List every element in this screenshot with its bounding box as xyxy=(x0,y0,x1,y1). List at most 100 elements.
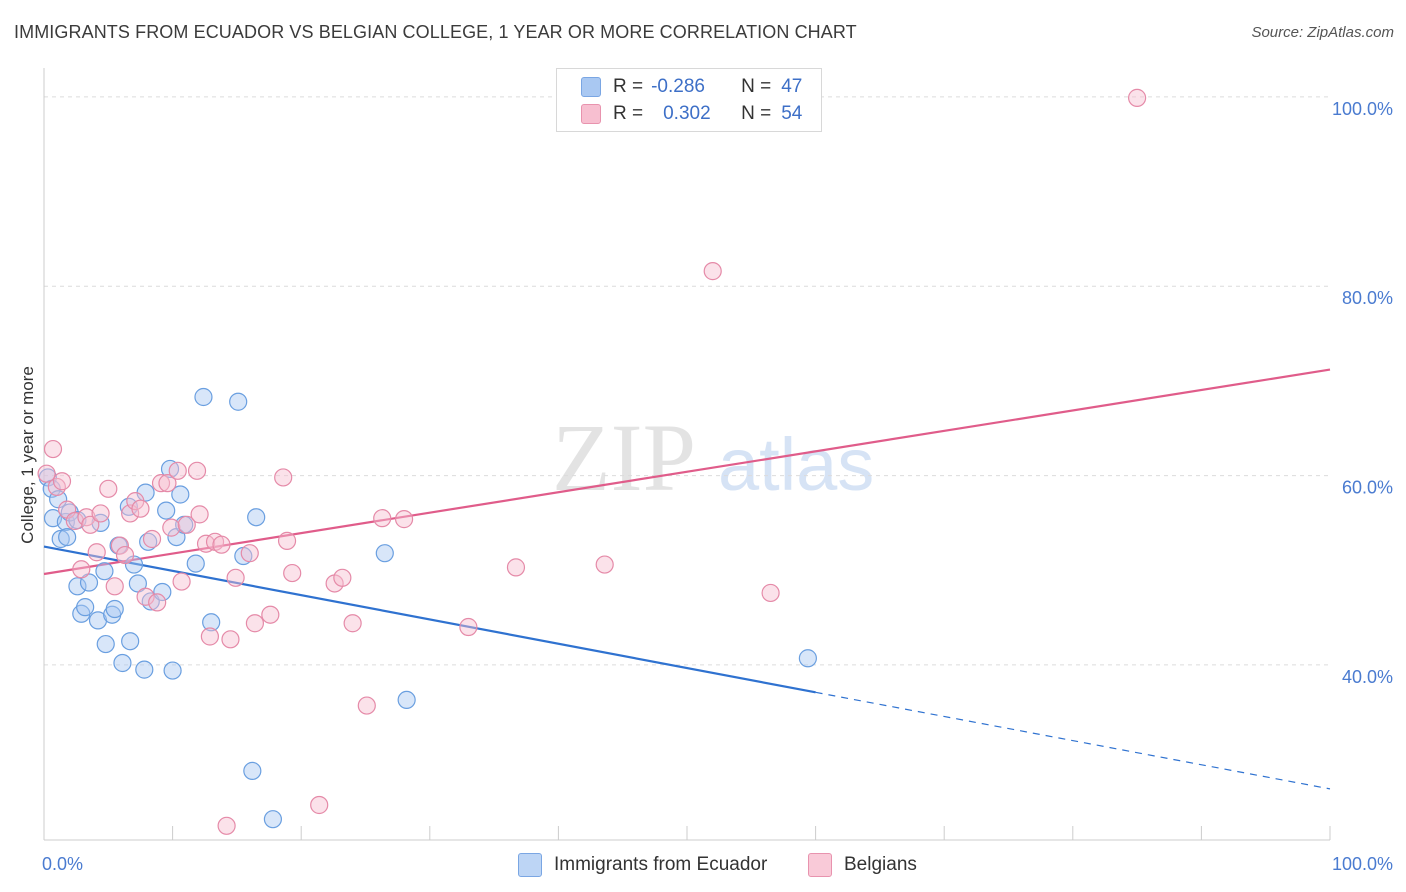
legend-r-label: R = xyxy=(613,76,644,97)
point-ecuador xyxy=(113,653,132,673)
chart-title: IMMIGRANTS FROM ECUADOR VS BELGIAN COLLE… xyxy=(14,22,857,42)
point-belgians xyxy=(221,630,240,649)
point-ecuador xyxy=(186,554,205,573)
point-ecuador xyxy=(60,503,79,522)
point-ecuador xyxy=(153,582,172,602)
y-tick-label: 60.0% xyxy=(1342,478,1393,498)
point-belgians xyxy=(47,477,66,497)
point-ecuador xyxy=(68,577,87,596)
point-belgians xyxy=(87,543,106,562)
point-belgians xyxy=(81,515,100,534)
point-belgians xyxy=(761,583,780,603)
series-label-belgians: Belgians xyxy=(844,854,917,875)
point-belgians xyxy=(115,545,135,565)
point-belgians xyxy=(277,531,297,550)
point-ecuador xyxy=(96,634,115,654)
point-ecuador xyxy=(247,508,266,527)
point-belgians xyxy=(217,816,236,835)
point-ecuador xyxy=(263,810,283,829)
point-belgians xyxy=(99,479,118,498)
legend-swatch-belgians xyxy=(581,104,601,124)
point-belgians xyxy=(261,605,280,624)
point-belgians xyxy=(703,262,722,281)
y-axis-label: College, 1 year or more xyxy=(18,366,37,544)
point-belgians xyxy=(190,505,209,524)
point-ecuador xyxy=(51,529,70,549)
point-belgians xyxy=(142,529,162,549)
legend-n-label: N = xyxy=(741,76,772,97)
watermark: ZIP atlas xyxy=(552,404,874,511)
x-tick-label: 0.0% xyxy=(42,854,83,874)
point-belgians xyxy=(333,568,352,587)
legend-r-value-belgians: 0.302 xyxy=(663,103,711,124)
point-belgians xyxy=(343,614,362,633)
point-belgians xyxy=(105,577,124,596)
y-tick-label: 80.0% xyxy=(1342,288,1393,308)
point-belgians xyxy=(226,568,245,587)
point-belgians xyxy=(373,509,392,528)
point-belgians xyxy=(240,544,259,563)
point-ecuador xyxy=(202,613,221,632)
trend-extension-ecuador xyxy=(815,691,1331,790)
point-belgians xyxy=(506,558,526,577)
point-belgians xyxy=(595,555,614,574)
watermark-zip: ZIP xyxy=(552,404,696,511)
stats-legend: R = -0.286 N = 47 R = 0.302 N = 54 xyxy=(556,68,822,132)
point-belgians xyxy=(52,472,72,491)
trend-line-ecuador xyxy=(43,545,816,694)
point-belgians xyxy=(91,504,110,523)
point-belgians xyxy=(131,499,150,518)
point-belgians xyxy=(283,563,302,583)
point-ecuador xyxy=(798,649,817,668)
series-legend-belgians: Belgians xyxy=(808,852,917,878)
trend-lines xyxy=(43,368,1331,790)
point-belgians xyxy=(148,593,167,612)
point-belgians xyxy=(43,439,63,459)
point-belgians xyxy=(172,572,191,591)
point-belgians xyxy=(65,511,84,531)
point-belgians xyxy=(357,696,376,715)
y-tick-label: 40.0% xyxy=(1342,667,1393,687)
point-ecuador xyxy=(171,485,190,504)
legend-row-ecuador: R = -0.286 N = 47 xyxy=(581,74,802,100)
point-belgians xyxy=(310,795,329,815)
watermark-atlas: atlas xyxy=(718,423,874,506)
point-belgians xyxy=(72,560,91,579)
point-belgians xyxy=(187,461,207,480)
source-credit: Source: ZipAtlas.com xyxy=(1251,24,1394,41)
point-belgians xyxy=(168,461,187,480)
point-ecuador xyxy=(135,660,154,679)
point-belgians xyxy=(212,535,231,554)
point-belgians xyxy=(196,534,216,553)
point-belgians xyxy=(200,627,219,646)
legend-n-value-ecuador: 47 xyxy=(781,76,803,97)
point-belgians xyxy=(274,468,293,487)
legend-r-value-ecuador: -0.286 xyxy=(651,76,705,97)
point-belgians xyxy=(1127,88,1147,107)
point-ecuador xyxy=(58,527,77,547)
x-tick-labels: 0.0% 100.0% xyxy=(42,854,1393,874)
legend-r-label: R = xyxy=(613,103,644,124)
axes xyxy=(43,68,1331,841)
point-ecuador xyxy=(95,562,114,581)
point-ecuador xyxy=(243,761,262,780)
point-belgians xyxy=(110,536,129,555)
series-legend-ecuador: Immigrants from Ecuador xyxy=(518,852,767,878)
legend-n-label: N = xyxy=(741,103,772,124)
x-tick-label: 100.0% xyxy=(1332,854,1393,874)
point-ecuador xyxy=(163,661,182,680)
point-belgians xyxy=(394,510,414,529)
point-belgians xyxy=(162,518,181,537)
point-belgians xyxy=(151,474,171,493)
trend-line-belgians xyxy=(43,368,1331,576)
point-ecuador xyxy=(229,392,248,411)
point-belgians xyxy=(177,515,196,534)
point-ecuador xyxy=(157,501,176,520)
legend-row-belgians: R = 0.302 N = 54 xyxy=(581,101,802,127)
point-ecuador xyxy=(76,598,95,617)
point-belgians xyxy=(245,614,265,633)
point-ecuador xyxy=(105,599,124,619)
point-belgians xyxy=(158,474,177,493)
point-belgians xyxy=(459,617,478,637)
